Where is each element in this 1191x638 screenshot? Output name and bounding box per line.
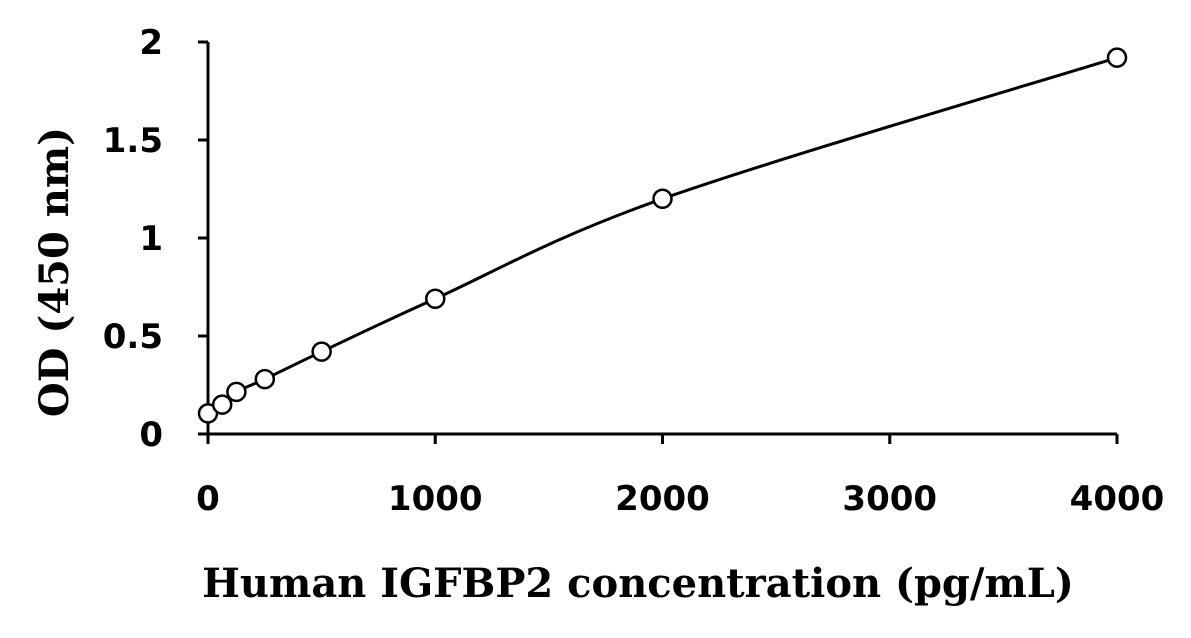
axes [206,42,1117,436]
y-tick-label: 2 [139,23,163,63]
ticks [198,40,1119,444]
x-tick-label: 4000 [1070,479,1165,519]
y-tick-label: 1.5 [103,121,163,161]
data-point [254,368,276,390]
x-tick-label: 0 [196,479,220,519]
data-point [226,381,247,403]
data-point [311,341,332,362]
y-axis-title: OD (450 nm) [31,127,78,417]
y-tick-label: 0 [139,415,163,455]
data-point [652,188,673,210]
x-tick-label: 1000 [388,479,483,519]
x-tick-label: 2000 [615,479,710,519]
data-point [211,394,233,415]
x-tick-label: 3000 [842,479,937,519]
y-tick-label: 1 [139,219,163,259]
data-point [425,288,446,310]
tick-labels: 0 0.5 1 1.5 2 0 1000 2000 3000 4000 [103,23,1165,519]
data-points [197,47,1128,424]
data-point [1106,47,1128,68]
x-axis-title: Human IGFBP2 concentration (pg/mL) [202,560,1074,607]
fit-curve [207,56,1118,415]
y-tick-label: 0.5 [103,317,163,357]
